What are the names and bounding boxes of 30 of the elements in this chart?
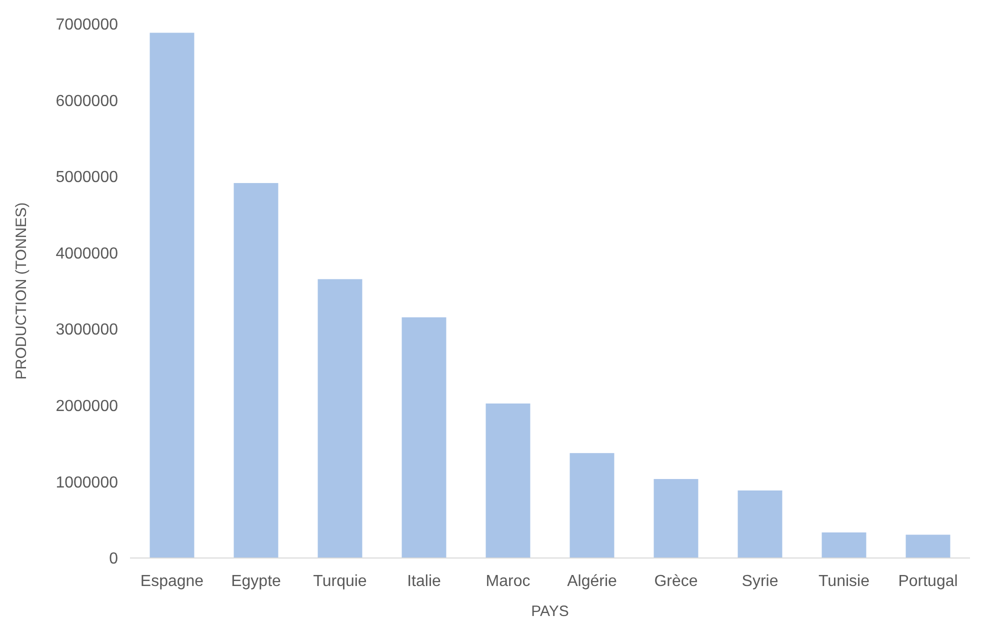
x-tick-label: Grèce (654, 573, 698, 590)
x-axis-title: PAYS (531, 603, 569, 620)
x-tick-label: Maroc (486, 573, 530, 590)
x-tick-label: Portugal (898, 573, 958, 590)
y-tick-label: 3000000 (56, 322, 118, 339)
y-tick-label: 1000000 (56, 474, 118, 492)
y-tick-label: 7000000 (56, 16, 118, 34)
bar (822, 532, 866, 558)
y-tick-label: 2000000 (56, 398, 118, 416)
bar (654, 479, 698, 558)
bar (570, 453, 614, 558)
y-tick-label: 0 (109, 550, 118, 568)
x-tick-label: Turquie (313, 573, 367, 590)
bar (738, 490, 782, 558)
y-tick-label: 6000000 (56, 92, 118, 110)
bar (906, 534, 950, 558)
x-tick-label: Algérie (567, 573, 617, 590)
x-tick-label: Italie (407, 573, 441, 590)
bar (234, 183, 278, 558)
bar (150, 32, 194, 558)
x-tick-label: Syrie (742, 573, 778, 590)
bar (486, 404, 530, 558)
x-tick-label: Espagne (140, 573, 204, 590)
x-tick-label: Egypte (231, 573, 282, 590)
y-tick-label: 5000000 (56, 169, 118, 186)
y-tick-label: 4000000 (56, 245, 118, 262)
bar (402, 317, 446, 558)
y-axis-title: PRODUCTION (TONNES) (13, 202, 30, 380)
x-tick-label: Tunisie (818, 573, 870, 590)
bar (318, 279, 362, 558)
